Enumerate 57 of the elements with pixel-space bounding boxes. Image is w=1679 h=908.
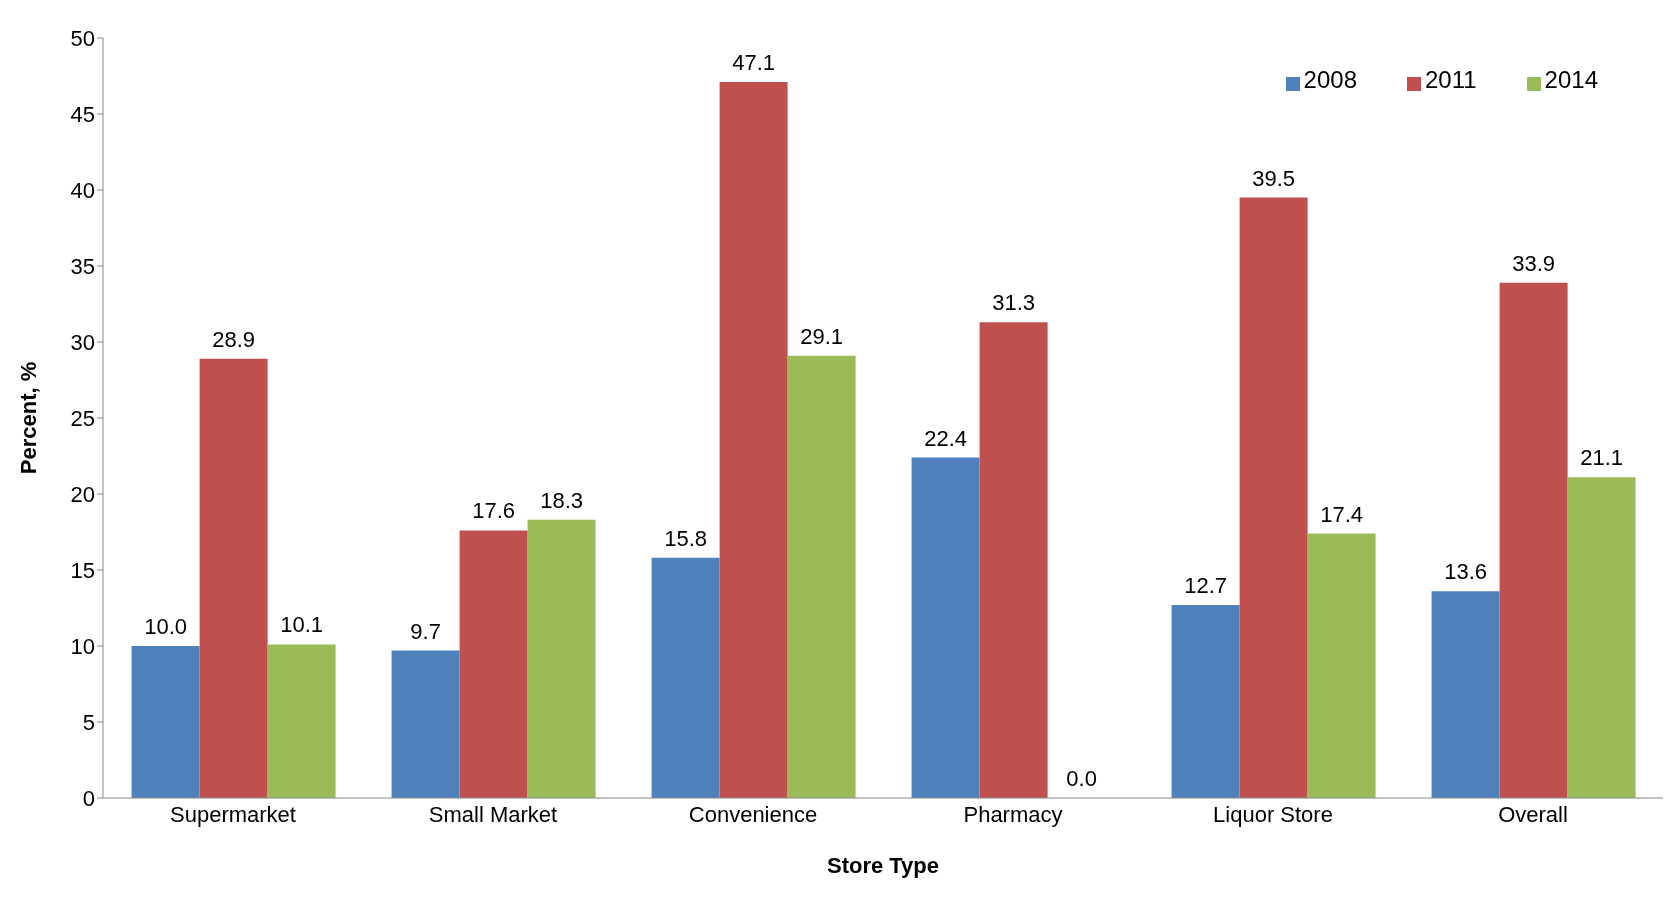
data-label: 47.1 <box>732 50 776 76</box>
data-label: 39.5 <box>1252 165 1296 191</box>
data-label: 22.4 <box>924 425 968 451</box>
bar <box>527 519 596 798</box>
y-tick-label: 50 <box>70 25 95 51</box>
bar <box>199 358 268 798</box>
bar <box>1567 477 1636 798</box>
data-label: 21.1 <box>1580 445 1624 471</box>
data-label: 18.3 <box>540 487 584 513</box>
y-tick-label: 45 <box>70 101 95 127</box>
bar <box>911 457 980 798</box>
bar <box>1499 282 1568 798</box>
bar <box>1431 591 1500 798</box>
bar <box>131 646 200 798</box>
data-label: 17.6 <box>472 498 516 524</box>
bar <box>267 644 336 798</box>
data-label: 10.0 <box>144 614 188 639</box>
bar <box>1307 533 1376 798</box>
bar <box>459 530 528 798</box>
x-tick-label: Supermarket <box>170 801 296 827</box>
legend-label: 2011 <box>1425 66 1477 93</box>
legend-label: 2014 <box>1544 66 1598 93</box>
data-label: 15.8 <box>664 525 708 551</box>
y-tick-label: 10 <box>70 633 95 659</box>
data-label: 29.1 <box>800 323 844 349</box>
y-tick-label: 30 <box>70 329 95 355</box>
bar <box>979 322 1048 798</box>
bar <box>787 355 856 798</box>
data-label: 9.7 <box>410 618 441 644</box>
data-label: 12.7 <box>1184 572 1228 598</box>
data-label: 13.6 <box>1444 559 1488 585</box>
data-label: 33.9 <box>1512 250 1556 276</box>
y-tick-label: 5 <box>82 709 95 735</box>
data-label: 17.4 <box>1320 501 1364 527</box>
legend-label: 2008 <box>1303 66 1357 93</box>
y-tick-label: 0 <box>82 785 95 811</box>
bar <box>1239 197 1308 798</box>
bar <box>391 650 460 798</box>
y-tick-label: 35 <box>70 253 95 279</box>
data-label: 0.0 <box>1066 765 1097 791</box>
y-tick-label: 40 <box>70 177 95 203</box>
y-tick-label: 15 <box>70 557 95 583</box>
bar <box>651 557 720 798</box>
y-tick-label: 25 <box>70 405 95 431</box>
y-axis-title: Percent, % <box>15 361 41 475</box>
y-tick-label: 20 <box>70 481 95 507</box>
x-axis-title: Store Type <box>826 853 940 878</box>
x-tick-label: Liquor Store <box>1213 801 1333 827</box>
x-tick-label: Overall <box>1498 801 1568 827</box>
x-tick-label: Pharmacy <box>963 801 1063 827</box>
bar <box>719 82 788 798</box>
data-label: 28.9 <box>212 326 256 352</box>
data-label: 31.3 <box>992 290 1036 316</box>
data-label: 10.1 <box>280 612 324 638</box>
x-tick-label: Convenience <box>688 801 818 827</box>
bar <box>1171 604 1240 798</box>
x-tick-label: Small Market <box>428 801 558 827</box>
